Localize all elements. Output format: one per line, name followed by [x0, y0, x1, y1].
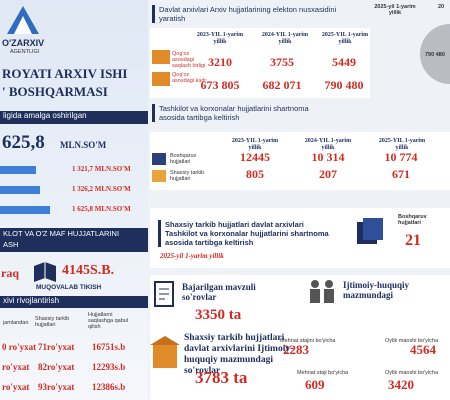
people-icon: [310, 280, 334, 303]
building-icon: [150, 336, 180, 368]
year: 2024-YIL 1-yarim yillik: [304, 138, 352, 151]
subtitle: ligida amalga oshirilgan: [0, 111, 148, 124]
value: 21: [405, 232, 421, 249]
label: Ijtimoiy-huquqiy mazmundagi: [343, 280, 410, 300]
bar: [0, 166, 36, 174]
title-line: ' BOSHQARMASI: [2, 84, 108, 99]
band: KLOT VA O'Z MAF HUJJATLARINI ASH: [0, 228, 148, 252]
total-unit: MLN.SO'M: [60, 140, 107, 150]
value: 805: [246, 167, 264, 181]
section-title: Shaxsiy tarkib hujjatlari davlat arxivla…: [158, 220, 338, 247]
legend: 20: [438, 4, 445, 10]
table-header: jamlandan: [3, 320, 29, 326]
value: 4564: [410, 342, 436, 357]
table-header: Hujjatlarni saqlashga qabul qilish: [88, 312, 129, 330]
title-line: ROYATI ARXIV ISHI: [2, 66, 128, 81]
bar-label: 1 326,2 MLN.SO'M: [72, 185, 131, 193]
band: xivi rivojlantirish: [0, 296, 148, 308]
year: 2025-YIL 1-yarim yillik: [321, 32, 369, 45]
doc-icon: [357, 218, 383, 244]
period: 2025-yil 1-yarim yillik: [160, 252, 224, 260]
table-cell: 93ro'yxat: [38, 382, 75, 392]
left-panel: O'ZARXIV AGENTLIGI ROYATI ARXIV ISHI ' B…: [0, 0, 148, 400]
value: 12445: [240, 150, 270, 164]
section-title: Tashkilot va korxonalar hujjatlarini sha…: [152, 104, 327, 122]
table-cell: 0 ro'yxat: [2, 342, 37, 352]
row-label: Shaxsiy tarkib hujjatlari: [170, 170, 205, 182]
label: Shaxsiy tarkib hujjatlari davlat arxivla…: [184, 333, 294, 376]
value: 10 774: [384, 150, 418, 164]
row-label: Boshqaruv hujjatlari: [170, 153, 197, 165]
section-card: [150, 208, 450, 268]
book-icon: [34, 262, 56, 282]
value: 3755: [270, 55, 294, 69]
sub-label: Mehnat staji bo'yicha: [297, 370, 349, 376]
value: 5449: [332, 55, 356, 69]
section-title: Davlat arxivlari Arxiv hujjatlarining el…: [152, 5, 362, 23]
logo-sub: AGENTLIGI: [10, 49, 40, 55]
label: Bajarilgan mavzuli so'rovlar: [182, 282, 256, 302]
label: Boshqaruv hujjatlari: [398, 214, 427, 226]
value: 682 071: [262, 78, 302, 92]
value: 207: [319, 167, 337, 181]
bar: [0, 206, 50, 214]
logo-text: O'ZARXIV: [2, 38, 45, 48]
table-cell: 82ro'yxat: [38, 362, 75, 372]
year: 2023-YIL 1-yarim yillik: [196, 32, 244, 45]
value: 3420: [388, 377, 414, 392]
year: 2023-YIL 1-yarim yillik: [231, 138, 279, 151]
request-icon: [154, 281, 174, 307]
table-cell: 12386s.b: [92, 382, 126, 392]
section-card: [150, 275, 450, 400]
folder-icon: [152, 50, 170, 64]
pie: [420, 24, 450, 84]
value: 671: [392, 167, 410, 181]
value: 673 805: [200, 78, 240, 92]
folder-icon: [152, 72, 170, 86]
row-label: Qog'oz asosdagi saqlash birligi: [172, 51, 206, 69]
value: 3350 ta: [195, 307, 242, 323]
binding-prefix: raq: [1, 266, 19, 280]
sub-label: Mehnat stajini bo'yicha: [280, 338, 336, 344]
table-header: Shaxsiy tarkib hujjatlari: [35, 316, 70, 328]
table-cell: 16751s.b: [92, 342, 126, 352]
table-cell: 12293s.b: [92, 362, 126, 372]
value: 10 314: [311, 150, 345, 164]
binding-label: MUQOVALAB TIKISH: [36, 284, 102, 291]
sub-label: Oylik maoshi bo'yicha: [385, 370, 439, 376]
value: 2283: [283, 342, 309, 357]
binding-value: 4145S.B.: [62, 263, 115, 278]
year: 2025-YIL 1-yarim yillik: [378, 138, 426, 151]
doc-icon: [152, 153, 166, 165]
year: 2024-YIL 1-yarim yillik: [261, 32, 309, 45]
logo-icon: [7, 6, 39, 34]
legend: 2025-yil 1-yarim yillik: [374, 4, 416, 16]
total-value: 625,8: [2, 132, 45, 153]
band-text: ASH: [3, 240, 19, 249]
table: 0 ro'yxat 71ro'yxat 16751s.b ro'yxat 82ro'yx…: [0, 342, 148, 400]
table-cell: 71ro'yxat: [38, 342, 75, 352]
band-text: KLOT VA O'Z MAF HUJJATLARINI: [3, 229, 120, 238]
value: 3783 ta: [195, 368, 248, 387]
section-card: [150, 28, 370, 98]
table-cell: ro'yxat: [2, 362, 30, 372]
pie-label: 790 480: [425, 52, 445, 58]
value: 609: [305, 377, 325, 392]
value: 790 480: [324, 78, 364, 92]
section-card: [150, 132, 450, 190]
sub-label: Oylik maoshi bo'yicha: [385, 338, 439, 344]
bar: [0, 186, 40, 194]
value: 3210: [208, 55, 232, 69]
bar-label: 1 321,7 MLN.SO'M: [72, 165, 131, 173]
bar-label: 1 625,8 MLN.SO'M: [72, 205, 131, 213]
table-cell: ro'yxat: [2, 382, 30, 392]
row-label: Qog'oz asosdagi kadr: [172, 72, 207, 84]
doc-icon: [152, 170, 166, 182]
